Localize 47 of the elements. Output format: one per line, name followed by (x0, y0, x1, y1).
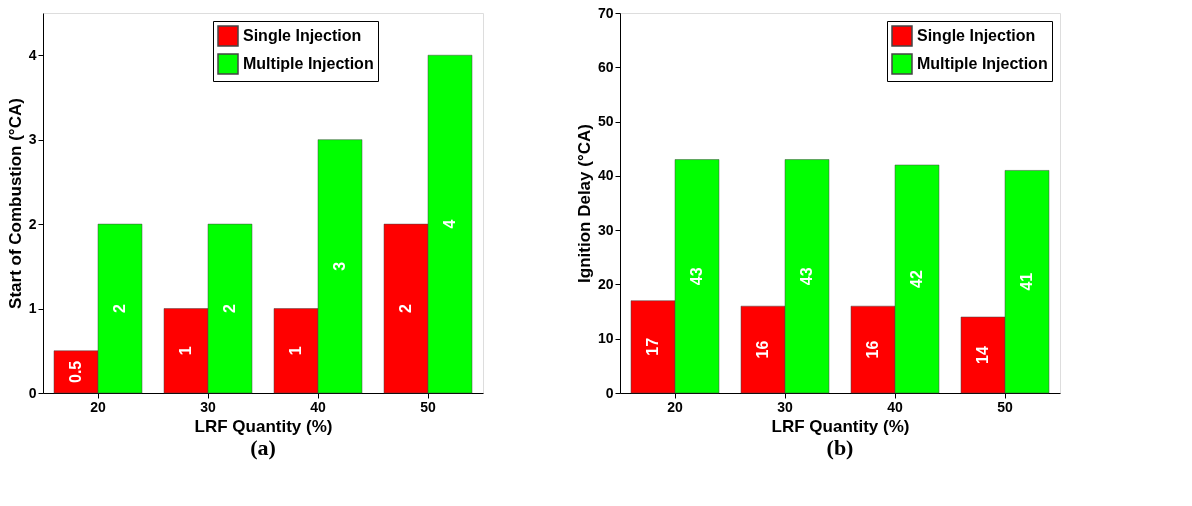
x-tick-label: 40 (310, 398, 326, 415)
data-label: 42 (908, 270, 925, 288)
data-label: 2 (111, 304, 128, 314)
legend-label: Single Injection (243, 27, 362, 44)
data-label: 2 (397, 304, 414, 314)
y-tick-label: 50 (597, 113, 614, 130)
text: (b) (826, 435, 854, 460)
y-tick-label: 1 (28, 300, 37, 317)
y-tick-label: 70 (597, 4, 614, 21)
y-tick-label: 20 (597, 275, 614, 292)
y-tick-label: 2 (28, 215, 37, 232)
x-tick-label: 50 (420, 398, 436, 415)
data-label: 43 (798, 267, 815, 286)
data-label: 4 (441, 219, 458, 229)
y-tick-label: 0 (605, 384, 614, 401)
text: (a) (250, 435, 276, 460)
y-axis-title: Start of Combustion (°CA) (5, 98, 25, 309)
data-label: 16 (754, 340, 771, 359)
y-tick-label: 60 (597, 58, 614, 75)
y-axis-title: Ignition Delay (°CA) (574, 124, 594, 283)
data-label: 43 (688, 267, 705, 286)
data-label: 17 (644, 337, 661, 356)
data-label: 16 (864, 340, 881, 359)
x-axis-title: LRF Quantity (%) (194, 416, 333, 436)
data-label: 14 (974, 346, 991, 364)
legend-label: Single Injection (917, 27, 1036, 44)
x-axis-title: LRF Quantity (%) (771, 416, 910, 436)
data-label: 1 (287, 346, 304, 356)
x-tick-label: 50 (997, 398, 1013, 415)
y-tick-label: 4 (28, 46, 37, 63)
x-tick-label: 20 (90, 398, 106, 415)
y-tick-label: 30 (597, 221, 614, 238)
x-tick-label: 30 (777, 398, 793, 415)
data-label: 3 (331, 261, 348, 271)
y-tick-label: 10 (597, 330, 614, 347)
data-label: 0.5 (67, 360, 84, 384)
data-label: 41 (1018, 272, 1035, 291)
y-tick-label: 0 (28, 384, 37, 401)
y-tick-label: 40 (597, 167, 614, 184)
y-tick-label: 3 (28, 131, 37, 148)
x-tick-label: 40 (887, 398, 903, 415)
x-tick-label: 30 (200, 398, 216, 415)
data-label: 1 (177, 346, 194, 356)
legend-label: Multiple Injection (243, 55, 374, 72)
x-tick-label: 20 (667, 398, 683, 415)
legend-label: Multiple Injection (917, 55, 1048, 72)
data-label: 2 (221, 304, 238, 314)
